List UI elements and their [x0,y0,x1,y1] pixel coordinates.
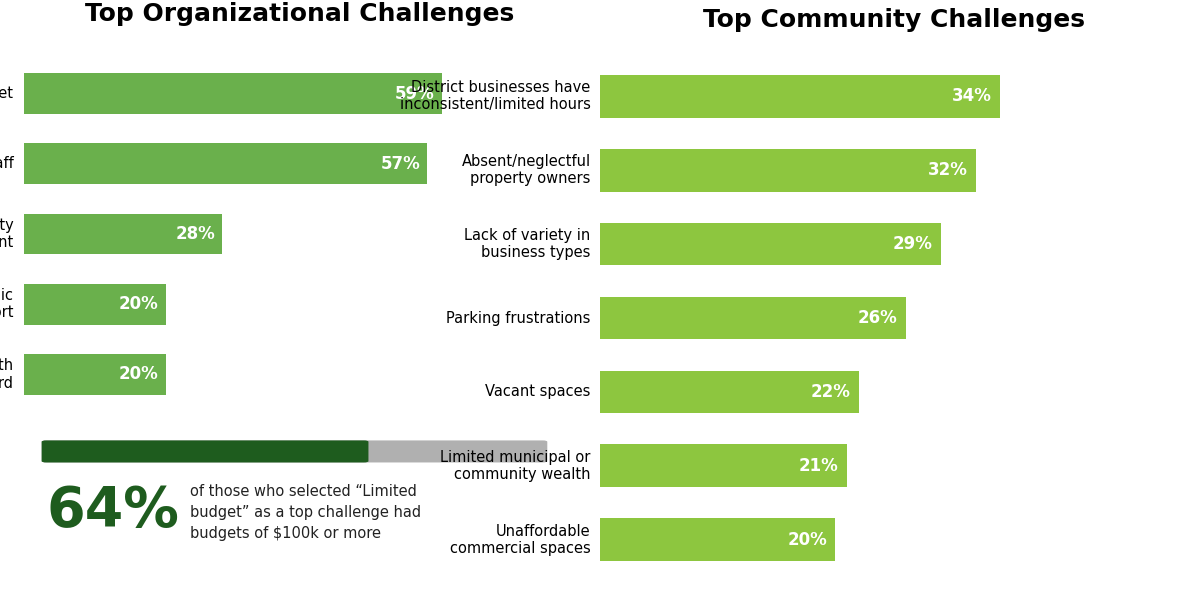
Bar [600,296,906,340]
Text: 32%: 32% [929,161,968,179]
Text: Vacant spaces: Vacant spaces [485,385,590,400]
Text: 28%: 28% [175,225,215,243]
Text: Challenges with
the board: Challenges with the board [0,358,13,391]
Text: Lack of variety in
business types: Lack of variety in business types [464,228,590,260]
Bar [24,284,166,325]
Bar [600,223,941,265]
Text: Top Organizational Challenges: Top Organizational Challenges [85,2,515,26]
Text: Absent/neglectful
property owners: Absent/neglectful property owners [462,154,590,186]
Text: 20%: 20% [119,365,158,383]
Text: 21%: 21% [799,457,839,475]
Text: Limited community
engagement: Limited community engagement [0,218,13,250]
Text: 57%: 57% [380,155,420,173]
Text: Not enough staff: Not enough staff [0,157,13,172]
Bar [600,518,835,562]
Text: Limited municipal or
community wealth: Limited municipal or community wealth [440,450,590,482]
Text: Limited budget: Limited budget [0,86,13,101]
FancyBboxPatch shape [42,440,547,463]
Bar [24,214,222,254]
Text: 29%: 29% [893,235,932,253]
Text: 59%: 59% [395,85,434,103]
Bar [600,149,977,191]
Bar [600,445,847,487]
Bar [24,354,166,395]
Text: of those who selected “Limited
budget” as a top challenge had
budgets of $100k o: of those who selected “Limited budget” a… [190,484,421,541]
Text: Top Community Challenges: Top Community Challenges [703,8,1085,32]
Text: 34%: 34% [952,87,991,105]
Text: Unaffordable
commercial spaces: Unaffordable commercial spaces [450,524,590,556]
Bar [24,73,442,114]
Bar [600,74,1000,118]
Text: Lack of public
sector support: Lack of public sector support [0,288,13,320]
Text: District businesses have
inconsistent/limited hours: District businesses have inconsistent/li… [400,80,590,112]
Bar [24,143,427,184]
Text: 20%: 20% [119,295,158,313]
Text: 20%: 20% [787,531,827,549]
Bar [600,371,859,413]
Text: 22%: 22% [811,383,851,401]
Text: 64%: 64% [46,484,179,538]
Text: 26%: 26% [858,309,898,327]
Text: Parking frustrations: Parking frustrations [446,311,590,325]
FancyBboxPatch shape [42,440,368,463]
